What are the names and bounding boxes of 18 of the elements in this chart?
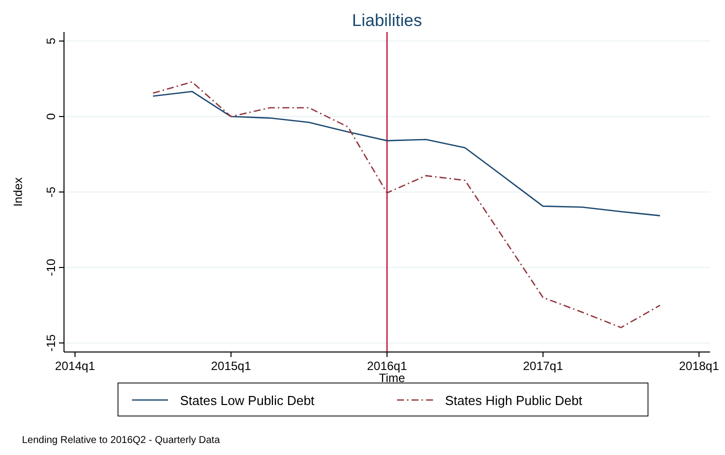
legend-label: States Low Public Debt (180, 393, 315, 408)
x-tick-label: 2015q1 (210, 359, 252, 373)
legend-label: States High Public Debt (445, 393, 583, 408)
x-axis-title: Time (378, 371, 406, 385)
chart-title: Liabilities (352, 11, 422, 30)
y-tick-label: 0 (44, 112, 58, 120)
x-tick-label: 2014q1 (54, 359, 96, 373)
y-tick-label: 5 (44, 37, 58, 44)
y-axis-title: Index (11, 177, 25, 207)
x-tick-label: 2018q1 (678, 359, 720, 373)
line-series (152, 81, 661, 328)
y-tick-label: -15 (44, 334, 58, 352)
x-tick-label: 2017q1 (522, 359, 564, 373)
line-series (152, 90, 661, 216)
y-tick-label: -10 (44, 258, 58, 276)
y-tick-label: -5 (44, 186, 58, 198)
text: Lending Relative to 2016Q2 - Quarterly Data (22, 435, 220, 446)
x-tick-label: 2016q1 (366, 359, 408, 373)
